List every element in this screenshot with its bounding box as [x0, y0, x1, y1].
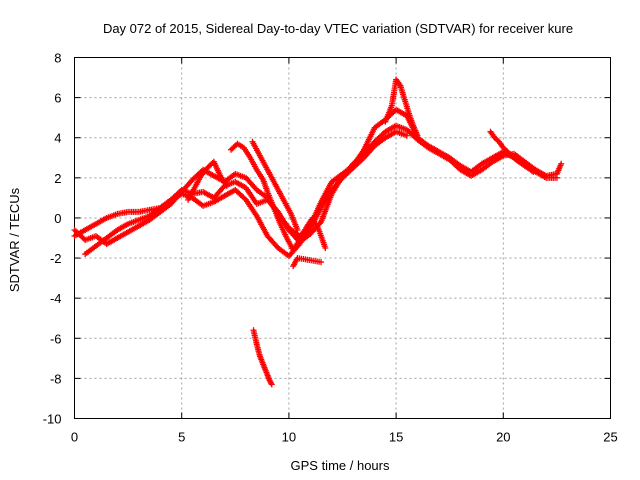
series-trace-c [82, 128, 410, 260]
x-tick-label: 20 [496, 430, 510, 445]
x-tick-label: 15 [389, 430, 403, 445]
series-trace-e [249, 138, 301, 233]
x-tick-label: 0 [71, 430, 78, 445]
y-tick-label: -2 [50, 251, 62, 266]
y-tick-label: -6 [50, 331, 62, 346]
y-tick-label: -8 [50, 371, 62, 386]
data-point [403, 132, 410, 139]
data-point [294, 226, 301, 233]
chart-title: Day 072 of 2015, Sidereal Day-to-day VTE… [103, 21, 573, 36]
x-tick-label: 10 [282, 430, 296, 445]
data-point [530, 168, 537, 175]
data-point [268, 380, 275, 387]
data-point [223, 182, 230, 189]
y-tick-label: -4 [50, 291, 62, 306]
y-tick-label: 4 [54, 131, 61, 146]
x-axis-label: GPS time / hours [291, 458, 390, 473]
series-outlier-dip [290, 255, 325, 270]
x-tick-label: 5 [178, 430, 185, 445]
data-point [268, 381, 275, 388]
tick-group: 0 5 10 15 20 25 -10 -8 -6 -4 -2 0 2 4 6 8 [43, 51, 618, 445]
grid [74, 57, 611, 419]
y-axis-label: SDTVAR / TECUs [7, 187, 22, 292]
series-trace-g [487, 128, 537, 175]
data-point [414, 132, 421, 139]
series-trace-f [382, 76, 421, 139]
series-trace-d [228, 140, 329, 254]
plot-frame [74, 57, 611, 419]
y-tick-label: -10 [43, 412, 62, 427]
y-tick-label: 8 [54, 51, 61, 66]
x-tick-label: 25 [603, 430, 617, 445]
y-tick-label: 0 [54, 211, 61, 226]
data-point [318, 259, 325, 266]
series-outlier-low [250, 327, 275, 388]
data-point [553, 174, 560, 181]
y-tick-label: 6 [54, 91, 61, 106]
data-marks [71, 76, 565, 388]
y-tick-label: 2 [54, 171, 61, 186]
data-point [322, 245, 329, 252]
data-point [558, 160, 565, 167]
series-trace-h [185, 158, 230, 203]
